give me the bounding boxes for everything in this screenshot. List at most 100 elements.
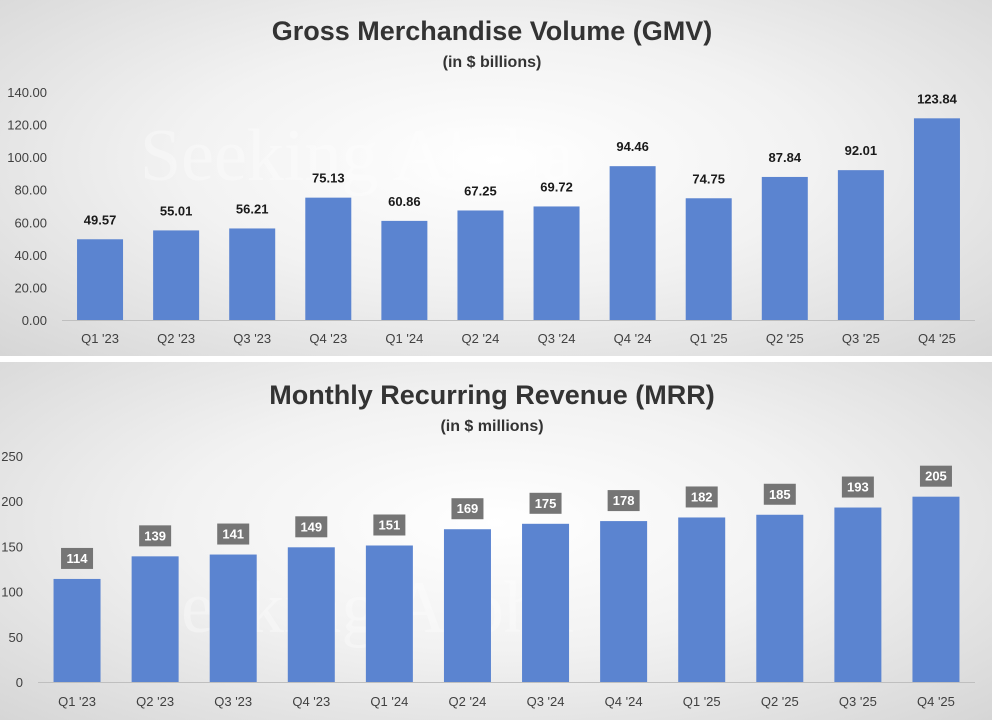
- chart-title: Gross Merchandise Volume (GMV): [272, 16, 713, 46]
- data-label-box: [373, 514, 406, 536]
- bar: [837, 170, 884, 320]
- y-tick-label: 60.00: [14, 215, 47, 230]
- data-label: 94.46: [616, 139, 649, 154]
- x-tick-label: Q2 '24: [462, 331, 500, 346]
- bar: [834, 507, 882, 682]
- bar: [609, 166, 656, 320]
- data-label: 67.25: [464, 183, 497, 198]
- data-label: 55.01: [160, 203, 193, 218]
- x-tick-label: Q3 '25: [842, 331, 880, 346]
- data-label-box: [451, 498, 484, 520]
- x-tick-label: Q1 '24: [370, 694, 408, 709]
- bar: [287, 547, 335, 682]
- x-tick-label: Q3 '25: [839, 694, 877, 709]
- x-tick-label: Q2 '23: [136, 694, 174, 709]
- x-tick-label: Q3 '24: [538, 331, 576, 346]
- data-label: 205: [925, 469, 947, 484]
- mrr-chart: Monthly Recurring Revenue (MRR) (in $ mi…: [1, 380, 975, 709]
- data-label-box: [61, 547, 94, 569]
- y-tick-label: 250: [1, 449, 23, 464]
- data-label: 149: [300, 519, 322, 534]
- bar: [443, 529, 491, 682]
- data-label: 49.57: [84, 212, 117, 227]
- x-tick-label: Q2 '23: [157, 331, 195, 346]
- x-tick-label: Q4 '24: [614, 331, 652, 346]
- x-tick-label: Q4 '24: [605, 694, 643, 709]
- x-tick-label: Q1 '24: [385, 331, 423, 346]
- data-label-box: [139, 525, 172, 547]
- data-label: 56.21: [236, 201, 269, 216]
- data-label: 87.84: [769, 150, 802, 165]
- x-tick-label: Q4 '23: [309, 331, 347, 346]
- bar: [77, 239, 124, 320]
- data-label-box: [217, 523, 250, 545]
- data-label: 193: [847, 480, 869, 495]
- data-label: 151: [379, 517, 401, 532]
- bar: [131, 556, 179, 682]
- data-label: 123.84: [917, 91, 958, 106]
- data-label: 182: [691, 489, 713, 504]
- y-tick-label: 0: [16, 675, 23, 690]
- y-tick-label: 100.00: [7, 150, 47, 165]
- bar: [365, 545, 413, 682]
- x-tick-label: Q1 '25: [683, 694, 721, 709]
- data-label-box: [685, 486, 718, 508]
- bar: [913, 118, 960, 320]
- bar: [522, 523, 570, 682]
- panel-divider: [0, 356, 992, 362]
- data-label: 74.75: [692, 171, 725, 186]
- x-tick-label: Q4 '25: [917, 694, 955, 709]
- x-tick-label: Q1 '25: [690, 331, 728, 346]
- data-label-box: [529, 492, 562, 514]
- data-label: 75.13: [312, 171, 345, 186]
- data-label: 60.86: [388, 194, 421, 209]
- data-label-box: [763, 483, 796, 505]
- y-tick-label: 140.00: [7, 85, 47, 100]
- x-tick-label: Q3 '23: [214, 694, 252, 709]
- x-tick-label: Q1 '23: [81, 331, 119, 346]
- data-label-box: [607, 490, 640, 512]
- x-tick-label: Q4 '25: [918, 331, 956, 346]
- bar: [381, 220, 428, 320]
- data-label-box: [841, 476, 874, 498]
- y-tick-label: 80.00: [14, 183, 47, 198]
- y-tick-label: 0.00: [22, 313, 47, 328]
- bar: [533, 206, 580, 320]
- x-tick-label: Q3 '23: [233, 331, 271, 346]
- x-tick-label: Q1 '23: [58, 694, 96, 709]
- y-tick-label: 20.00: [14, 280, 47, 295]
- gmv-chart-panel: Gross Merchandise Volume (GMV) (in $ bil…: [0, 0, 992, 356]
- chart-title: Monthly Recurring Revenue (MRR): [269, 380, 715, 410]
- bar: [209, 554, 257, 682]
- bar: [678, 517, 726, 682]
- bar: [756, 514, 804, 682]
- x-tick-label: Q2 '24: [449, 694, 487, 709]
- bar: [600, 521, 648, 682]
- chart-subtitle: (in $ billions): [443, 54, 542, 71]
- data-label: 141: [222, 527, 244, 542]
- data-label: 175: [535, 496, 557, 511]
- data-label: 69.72: [540, 179, 573, 194]
- y-tick-label: 120.00: [7, 118, 47, 133]
- mrr-chart-panel: Monthly Recurring Revenue (MRR) (in $ mi…: [0, 362, 992, 720]
- y-tick-label: 150: [1, 539, 23, 554]
- data-label: 139: [144, 528, 166, 543]
- data-label: 169: [457, 501, 479, 516]
- bar: [457, 210, 504, 320]
- bar: [685, 198, 732, 320]
- bar: [53, 578, 101, 682]
- y-tick-label: 50: [9, 630, 23, 645]
- gmv-chart: Gross Merchandise Volume (GMV) (in $ bil…: [7, 16, 975, 346]
- x-tick-label: Q4 '23: [292, 694, 330, 709]
- chart-subtitle: (in $ millions): [440, 418, 543, 435]
- y-tick-label: 100: [1, 585, 23, 600]
- x-tick-label: Q2 '25: [761, 694, 799, 709]
- y-tick-label: 200: [1, 494, 23, 509]
- data-label-box: [295, 516, 328, 538]
- watermark-text: Seeking Alpha: [140, 567, 574, 649]
- bar: [229, 228, 276, 320]
- bar: [912, 496, 960, 682]
- bar: [305, 197, 352, 320]
- x-tick-label: Q3 '24: [527, 694, 565, 709]
- data-label: 114: [67, 551, 89, 566]
